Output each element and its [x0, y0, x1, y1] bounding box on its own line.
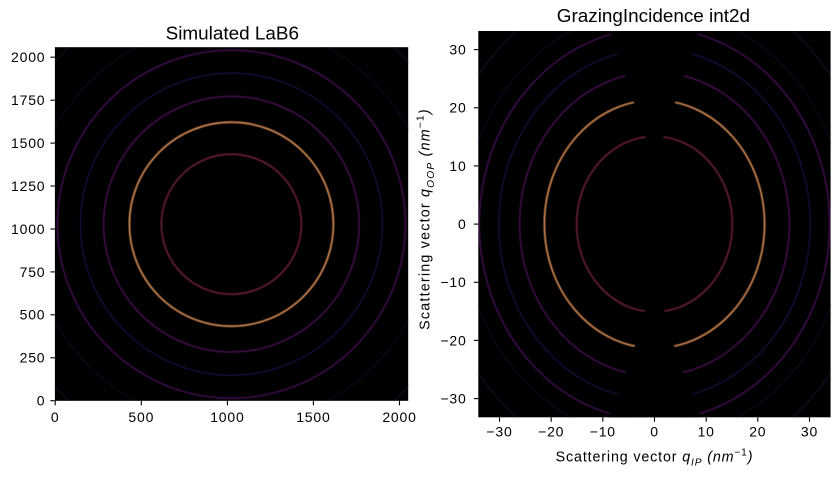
svg-text:10: 10	[698, 424, 715, 440]
svg-text:GrazingIncidence int2d: GrazingIncidence int2d	[557, 6, 750, 27]
svg-text:1250: 1250	[11, 178, 45, 194]
svg-text:2000: 2000	[382, 409, 416, 425]
svg-text:−10: −10	[590, 424, 616, 440]
svg-text:Scattering vector qIP (nm−1): Scattering vector qIP (nm−1)	[556, 447, 754, 468]
svg-text:0: 0	[650, 424, 659, 440]
svg-text:20: 20	[749, 424, 766, 440]
svg-text:750: 750	[20, 264, 46, 280]
svg-text:10: 10	[449, 158, 466, 174]
svg-text:−10: −10	[440, 274, 466, 290]
svg-text:1750: 1750	[11, 92, 45, 108]
svg-text:1000: 1000	[11, 221, 45, 237]
svg-text:−30: −30	[486, 424, 512, 440]
svg-text:30: 30	[449, 42, 466, 58]
svg-text:20: 20	[449, 100, 466, 116]
svg-text:−20: −20	[440, 332, 466, 348]
svg-text:0: 0	[51, 409, 60, 425]
svg-text:250: 250	[20, 350, 46, 366]
svg-text:30: 30	[801, 424, 818, 440]
svg-text:−30: −30	[440, 391, 466, 407]
svg-text:1500: 1500	[296, 409, 330, 425]
svg-text:2000: 2000	[11, 49, 45, 65]
svg-text:500: 500	[20, 307, 46, 323]
svg-text:Simulated LaB6: Simulated LaB6	[166, 23, 299, 44]
svg-text:1000: 1000	[210, 409, 244, 425]
svg-text:−20: −20	[538, 424, 564, 440]
svg-text:0: 0	[37, 393, 46, 409]
svg-text:0: 0	[458, 216, 467, 232]
svg-text:1500: 1500	[11, 135, 45, 151]
svg-text:500: 500	[128, 409, 154, 425]
